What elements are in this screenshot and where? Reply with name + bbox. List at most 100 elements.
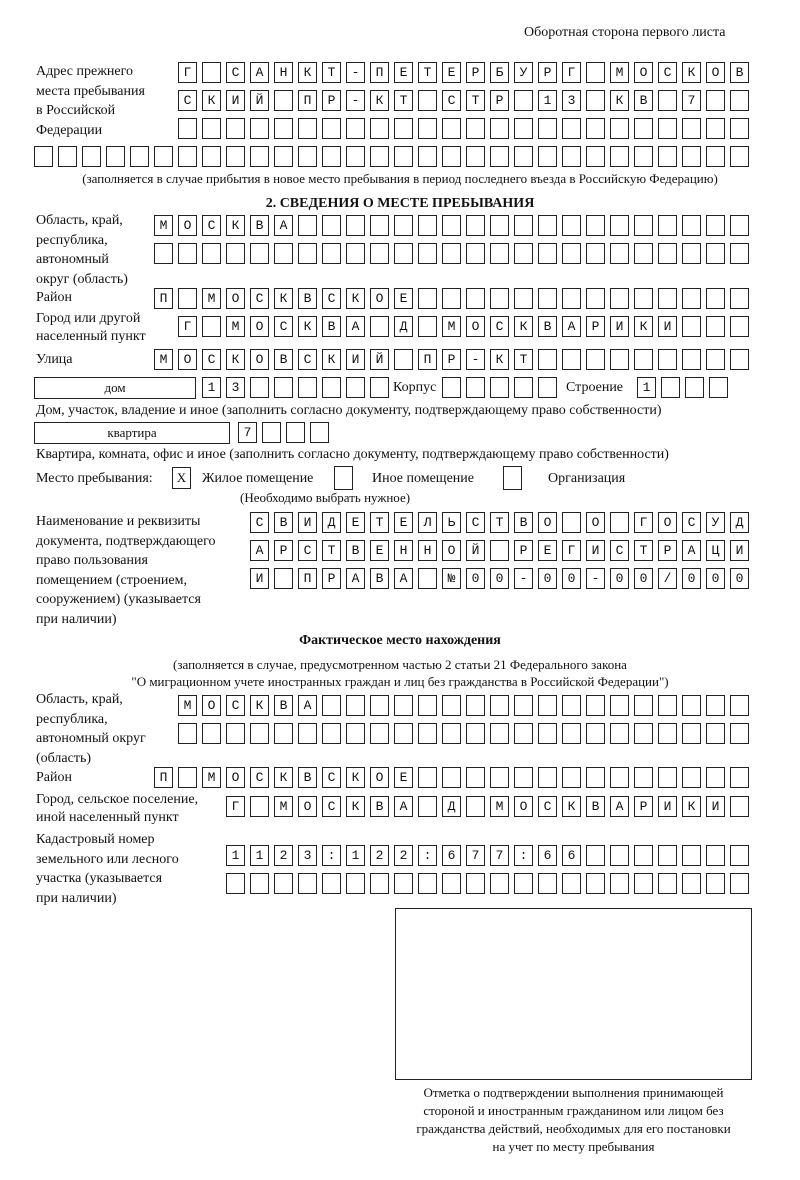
region-row-cell[interactable] xyxy=(346,243,365,264)
district-row-cell[interactable] xyxy=(562,288,581,309)
district-row-cell[interactable] xyxy=(418,288,437,309)
cadastre-row-cell[interactable] xyxy=(682,845,701,866)
actual-district-row-cell[interactable] xyxy=(706,767,725,788)
street-row-cell[interactable] xyxy=(346,349,365,370)
cadastre-row-cell[interactable] xyxy=(226,845,245,866)
actual-region-row-cell[interactable] xyxy=(562,723,581,744)
district-row-cell[interactable] xyxy=(202,288,221,309)
region-row-cell[interactable] xyxy=(490,243,509,264)
region-row-cell[interactable] xyxy=(490,215,509,236)
prev-address-row-cell[interactable] xyxy=(178,62,197,83)
korpus-row-cell[interactable] xyxy=(514,377,533,398)
actual-region-row-cell[interactable] xyxy=(634,723,653,744)
actual-district-row-cell[interactable] xyxy=(250,767,269,788)
document-row-cell[interactable] xyxy=(634,568,653,589)
actual-city-row-cell[interactable] xyxy=(466,796,485,817)
document-row-cell[interactable] xyxy=(466,540,485,561)
document-row-cell[interactable] xyxy=(538,512,557,533)
actual-district-row-cell[interactable] xyxy=(346,767,365,788)
actual-region-row-cell[interactable] xyxy=(490,695,509,716)
district-row-cell[interactable] xyxy=(706,288,725,309)
prev-address-row-cell[interactable] xyxy=(682,62,701,83)
region-row-cell[interactable] xyxy=(442,243,461,264)
building-row-cell[interactable] xyxy=(709,377,728,398)
document-row-cell[interactable] xyxy=(586,512,605,533)
street-row-cell[interactable] xyxy=(298,349,317,370)
actual-region-row-cell[interactable] xyxy=(370,723,389,744)
actual-city-row-cell[interactable] xyxy=(586,796,605,817)
document-row-cell[interactable] xyxy=(346,540,365,561)
document-row-cell[interactable] xyxy=(274,512,293,533)
city-row-cell[interactable] xyxy=(274,316,293,337)
document-row-cell[interactable] xyxy=(658,512,677,533)
prev-address-row-cell[interactable] xyxy=(274,118,293,139)
city-row-cell[interactable] xyxy=(610,316,629,337)
actual-region-row-cell[interactable] xyxy=(658,695,677,716)
street-row-cell[interactable] xyxy=(418,349,437,370)
prev-address-row-cell[interactable] xyxy=(610,90,629,111)
prev-address-row-cell[interactable] xyxy=(298,62,317,83)
prev-address-row-cell[interactable] xyxy=(490,146,509,167)
prev-address-row-cell[interactable] xyxy=(466,118,485,139)
prev-address-row-cell[interactable] xyxy=(250,146,269,167)
prev-address-row-cell[interactable] xyxy=(730,118,749,139)
district-row-cell[interactable] xyxy=(250,288,269,309)
cadastre-row-cell[interactable] xyxy=(490,873,509,894)
flat-type-field[interactable]: квартира xyxy=(34,422,230,444)
prev-address-row-cell[interactable] xyxy=(562,90,581,111)
region-row-cell[interactable] xyxy=(466,243,485,264)
actual-district-row-cell[interactable] xyxy=(394,767,413,788)
cadastre-row-cell[interactable] xyxy=(298,845,317,866)
document-row-cell[interactable] xyxy=(466,512,485,533)
street-row-cell[interactable] xyxy=(586,349,605,370)
city-row-cell[interactable] xyxy=(490,316,509,337)
document-row-cell[interactable] xyxy=(394,540,413,561)
actual-district-row-cell[interactable] xyxy=(370,767,389,788)
region-row-cell[interactable] xyxy=(154,215,173,236)
document-row-cell[interactable] xyxy=(418,512,437,533)
region-row-cell[interactable] xyxy=(586,215,605,236)
prev-address-row-cell[interactable] xyxy=(538,62,557,83)
street-row-cell[interactable] xyxy=(490,349,509,370)
city-row-cell[interactable] xyxy=(706,316,725,337)
prev-address-row-cell[interactable] xyxy=(202,62,221,83)
prev-address-row-cell[interactable] xyxy=(682,90,701,111)
actual-region-row-cell[interactable] xyxy=(370,695,389,716)
cadastre-row-cell[interactable] xyxy=(658,873,677,894)
stay-checkbox-organization[interactable] xyxy=(503,466,522,490)
region-row-cell[interactable] xyxy=(562,215,581,236)
city-row-cell[interactable] xyxy=(370,316,389,337)
actual-region-row-cell[interactable] xyxy=(346,723,365,744)
korpus-row-cell[interactable] xyxy=(442,377,461,398)
prev-address-row-cell[interactable] xyxy=(394,146,413,167)
region-row-cell[interactable] xyxy=(730,215,749,236)
actual-region-row-cell[interactable] xyxy=(418,695,437,716)
region-row-cell[interactable] xyxy=(562,243,581,264)
prev-address-row-cell[interactable] xyxy=(610,146,629,167)
cadastre-row-cell[interactable] xyxy=(538,845,557,866)
region-row-cell[interactable] xyxy=(346,215,365,236)
actual-district-row-cell[interactable] xyxy=(538,767,557,788)
district-row-cell[interactable] xyxy=(370,288,389,309)
city-row-cell[interactable] xyxy=(250,316,269,337)
region-row-cell[interactable] xyxy=(274,243,293,264)
district-row-cell[interactable] xyxy=(394,288,413,309)
street-row-cell[interactable] xyxy=(682,349,701,370)
document-row-cell[interactable] xyxy=(730,540,749,561)
actual-region-row-cell[interactable] xyxy=(394,723,413,744)
document-row-cell[interactable] xyxy=(346,512,365,533)
city-row-cell[interactable] xyxy=(586,316,605,337)
prev-address-row-cell[interactable] xyxy=(154,146,173,167)
prev-address-row-cell[interactable] xyxy=(706,62,725,83)
prev-address-row-cell[interactable] xyxy=(346,118,365,139)
document-row-cell[interactable] xyxy=(322,512,341,533)
prev-address-row-cell[interactable] xyxy=(538,146,557,167)
prev-address-row-cell[interactable] xyxy=(562,146,581,167)
region-row-cell[interactable] xyxy=(298,215,317,236)
prev-address-row-cell[interactable] xyxy=(490,90,509,111)
street-row-cell[interactable] xyxy=(730,349,749,370)
prev-address-row-cell[interactable] xyxy=(322,146,341,167)
region-row-cell[interactable] xyxy=(730,243,749,264)
document-row-cell[interactable] xyxy=(418,568,437,589)
actual-region-row-cell[interactable] xyxy=(202,695,221,716)
